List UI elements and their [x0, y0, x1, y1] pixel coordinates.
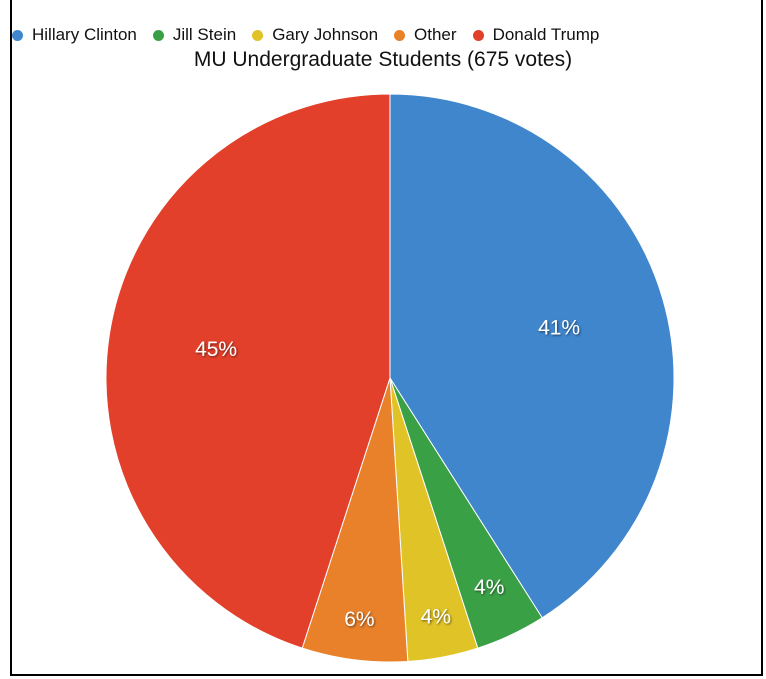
legend-item-other[interactable]: Other	[394, 25, 457, 45]
legend-label: Gary Johnson	[272, 25, 379, 44]
legend-label: Donald Trump	[492, 25, 600, 44]
legend-dot-icon	[12, 29, 23, 41]
legend-label: Hillary Clinton	[32, 25, 137, 44]
slice-label-donald-trump: 45%	[195, 338, 237, 361]
slice-label-hillary-clinton: 41%	[538, 316, 580, 339]
legend-dot-icon	[252, 29, 264, 41]
legend-item-jill-stein[interactable]: Jill Stein	[152, 25, 237, 45]
legend-dot-icon	[394, 29, 406, 41]
slice-label-jill-stein: 4%	[474, 576, 504, 599]
chart-legend: Hillary Clinton Jill Stein Gary Johnson Oth…	[12, 24, 599, 46]
legend-label: Jill Stein	[172, 25, 237, 44]
legend-item-donald-trump[interactable]: Donald Trump	[472, 25, 600, 45]
chart-title: MU Undergraduate Students (675 votes)	[193, 48, 573, 71]
slice-label-other: 6%	[344, 608, 374, 631]
legend-dot-icon	[472, 29, 484, 41]
legend-label: Other	[414, 25, 457, 44]
legend-item-hillary-clinton[interactable]: Hillary Clinton	[12, 25, 137, 45]
pie-slice-hillary-clinton[interactable]	[389, 93, 675, 619]
pie-slice-donald-trump[interactable]	[105, 93, 391, 649]
slice-label-gary-johnson: 4%	[421, 605, 451, 628]
legend-dot-icon	[152, 29, 164, 41]
legend-item-gary-johnson[interactable]: Gary Johnson	[252, 25, 378, 45]
